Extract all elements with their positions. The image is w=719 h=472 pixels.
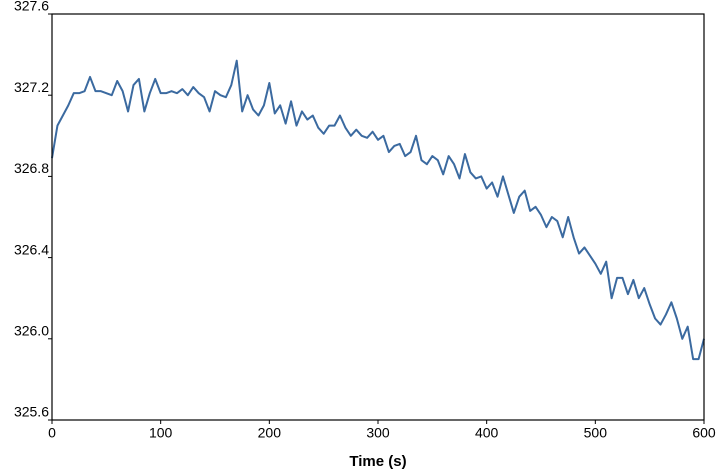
y-tick-label: 325.6 [14, 404, 49, 420]
y-tick-label: 327.2 [14, 79, 49, 95]
y-tick-label: 326.0 [14, 323, 49, 339]
x-tick-label: 0 [48, 425, 56, 441]
x-tick-label: 600 [692, 425, 716, 441]
x-tick-label: 500 [584, 425, 608, 441]
y-tick-label: 326.8 [14, 160, 49, 176]
y-tick-label: 327.6 [14, 0, 49, 14]
y-tick-label: 326.4 [14, 241, 49, 257]
x-tick-label: 200 [258, 425, 282, 441]
data-line [51, 59, 705, 361]
x-tick-label: 100 [149, 425, 173, 441]
x-tick-label: 400 [475, 425, 499, 441]
x-axis-title: Time (s) [349, 453, 406, 470]
plot-frame [51, 13, 705, 421]
x-tick-label: 300 [366, 425, 390, 441]
